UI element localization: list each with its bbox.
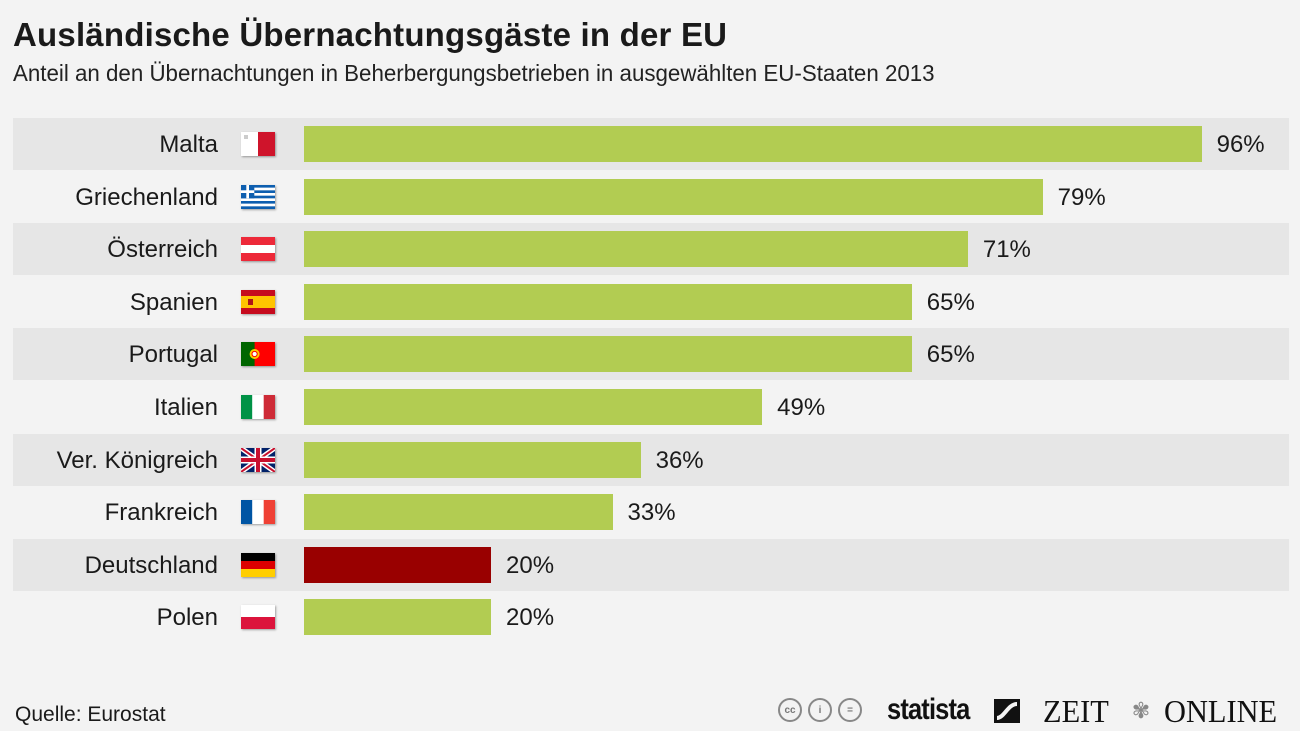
by-icon[interactable]: i [808, 698, 832, 722]
category-label: Polen [156, 604, 218, 632]
malta-flag-icon [241, 132, 275, 156]
chart-title: Ausländische Übernachtungsgäste in der E… [13, 16, 728, 53]
value-label: 49% [777, 394, 826, 421]
source-note: Quelle: Eurostat [15, 703, 166, 726]
category-label: Frankreich [104, 499, 218, 527]
bar [304, 494, 613, 531]
greece-flag-icon [241, 184, 275, 209]
chart-subtitle: Anteil an den Übernachtungen in Beherber… [13, 60, 935, 86]
spain-flag-icon [241, 289, 275, 314]
category-label: Ver. Königreich [56, 446, 218, 474]
value-label: 79% [1057, 183, 1106, 211]
italy-flag-icon [241, 395, 275, 419]
value-label: 65% [926, 341, 975, 369]
category-label: Griechenland [75, 183, 218, 211]
uk-flag-icon [241, 447, 275, 472]
value-label: 65% [926, 288, 975, 316]
germany-flag-icon [241, 552, 275, 577]
bar [304, 546, 491, 583]
value-label: 20% [506, 551, 555, 579]
bar [304, 389, 763, 425]
category-label: Italien [153, 394, 218, 421]
statista-logo[interactable]: statista [887, 693, 970, 726]
value-label: 20% [506, 604, 555, 632]
value-label: 96% [1216, 131, 1265, 158]
bar [304, 599, 491, 636]
bar [304, 283, 912, 320]
bar [304, 441, 641, 478]
cc-icon[interactable]: cc [778, 698, 802, 722]
value-label: 33% [627, 499, 676, 527]
statista-mark-icon [994, 699, 1020, 723]
zeit-online-text[interactable]: ONLINE [1164, 693, 1278, 729]
bar [304, 231, 968, 268]
value-label: 71% [982, 236, 1031, 264]
row-stripe [13, 433, 1289, 486]
category-label: Österreich [107, 236, 218, 264]
category-label: Malta [159, 131, 218, 158]
portugal-flag-icon [241, 342, 275, 367]
france-flag-icon [241, 500, 275, 525]
category-label: Deutschland [84, 551, 218, 579]
bar [304, 336, 912, 373]
zeit-logo-text[interactable]: ZEIT [1043, 693, 1109, 729]
austria-flag-icon [241, 237, 275, 262]
value-label: 36% [655, 446, 704, 474]
bar [304, 178, 1043, 215]
row-stripe [13, 538, 1289, 591]
nd-icon[interactable]: = [838, 698, 862, 722]
category-label: Spanien [129, 288, 218, 316]
bar [304, 126, 1202, 162]
zeit-crest-icon: ✾ [1131, 698, 1151, 723]
category-label: Portugal [128, 341, 218, 369]
poland-flag-icon [241, 605, 275, 630]
bar-chart: Malta 96% Griechenland 79% Österreich 71% Span… [13, 118, 1289, 636]
